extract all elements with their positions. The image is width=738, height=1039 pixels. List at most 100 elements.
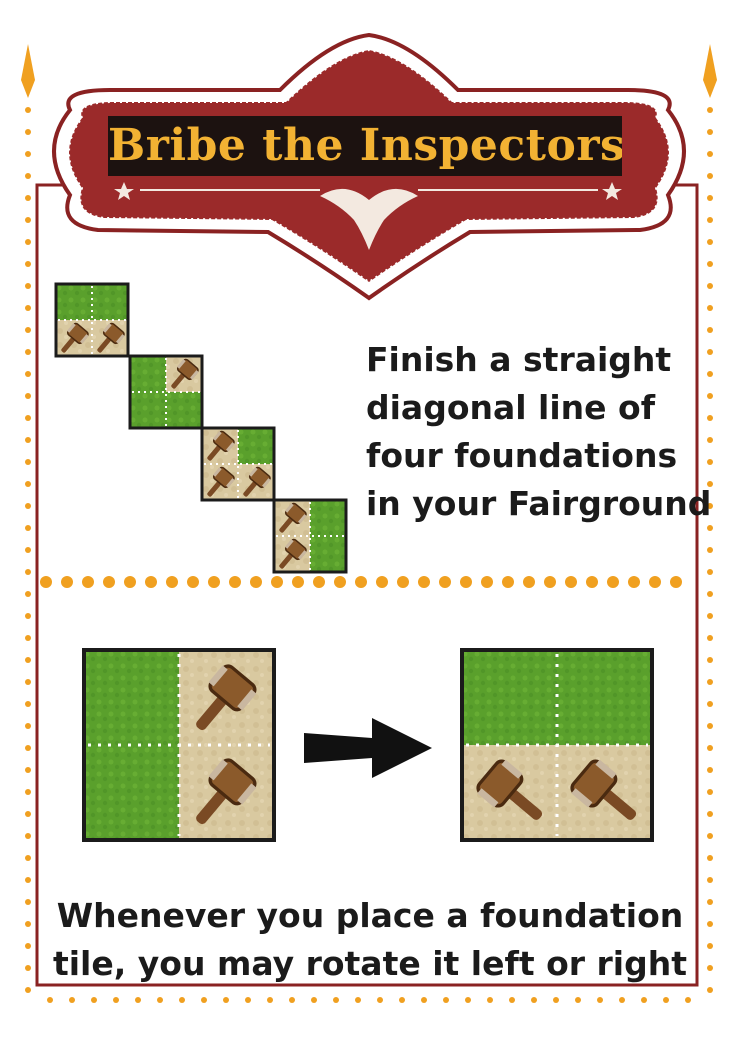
border-dot: [707, 173, 713, 179]
objective-line: Finish a straight: [366, 340, 672, 379]
objective-line: diagonal line of: [366, 388, 656, 427]
border-dot: [707, 415, 713, 421]
border-dot: [82, 576, 94, 588]
border-dot: [187, 576, 199, 588]
border-dot: [113, 997, 119, 1003]
border-dot: [313, 576, 325, 588]
border-dot: [25, 437, 31, 443]
border-dot: [460, 576, 472, 588]
border-dot: [103, 576, 115, 588]
border-dot: [25, 217, 31, 223]
border-dot: [707, 745, 713, 751]
border-dot: [25, 107, 31, 113]
border-dot: [245, 997, 251, 1003]
rule-line: tile, you may rotate it left or right: [52, 944, 688, 983]
border-dot: [40, 576, 52, 588]
foundation-tile: [200, 426, 276, 502]
border-dot: [707, 921, 713, 927]
border-dot: [25, 349, 31, 355]
border-dot: [707, 503, 713, 509]
border-dot: [443, 997, 449, 1003]
border-dot: [707, 437, 713, 443]
border-dot: [707, 261, 713, 267]
border-dot: [707, 833, 713, 839]
border-dot: [25, 525, 31, 531]
section-divider: [40, 576, 682, 588]
border-dot: [355, 997, 361, 1003]
border-dot: [619, 997, 625, 1003]
border-dot: [586, 576, 598, 588]
star-icon: [602, 182, 622, 200]
border-dot: [333, 997, 339, 1003]
border-dot: [25, 635, 31, 641]
border-dot: [25, 195, 31, 201]
border-dot: [649, 576, 661, 588]
border-dot: [707, 811, 713, 817]
border-dot: [208, 576, 220, 588]
border-dot: [25, 679, 31, 685]
border-dot: [465, 997, 471, 1003]
arrow-right-icon: [304, 718, 432, 778]
border-dot: [25, 987, 31, 993]
ornament-icon: [320, 188, 418, 250]
border-dot: [289, 997, 295, 1003]
border-dot: [670, 576, 682, 588]
border-dot: [707, 987, 713, 993]
border-dot: [544, 576, 556, 588]
tile-after: [460, 648, 654, 842]
border-dot: [707, 393, 713, 399]
border-dot: [25, 789, 31, 795]
border-dot: [707, 701, 713, 707]
border-dot: [707, 899, 713, 905]
border-dot: [166, 576, 178, 588]
border-dot: [707, 217, 713, 223]
border-dot: [663, 997, 669, 1003]
rotation-example: [82, 648, 654, 842]
border-dot: [61, 576, 73, 588]
border-dot: [707, 569, 713, 575]
border-dot: [641, 997, 647, 1003]
rule-text: Whenever you place a foundation tile, yo…: [40, 892, 700, 988]
border-dot: [607, 576, 619, 588]
border-dot: [267, 997, 273, 1003]
border-dot: [707, 283, 713, 289]
objective-line: four foundations: [366, 436, 678, 475]
border-dot: [707, 525, 713, 531]
card-title: Bribe the Inspectors: [108, 116, 622, 176]
border-dot: [707, 877, 713, 883]
dotted-border: [25, 107, 713, 1003]
border-dot: [25, 745, 31, 751]
border-dot: [271, 576, 283, 588]
border-dot: [377, 997, 383, 1003]
border-dot: [707, 547, 713, 553]
border-dot: [707, 855, 713, 861]
border-dot: [707, 635, 713, 641]
border-dot: [157, 997, 163, 1003]
border-dot: [25, 811, 31, 817]
border-dot: [311, 997, 317, 1003]
border-dot: [25, 173, 31, 179]
border-dot: [25, 943, 31, 949]
border-dot: [707, 327, 713, 333]
border-dot: [25, 877, 31, 883]
border-dot: [707, 657, 713, 663]
border-dot: [509, 997, 515, 1003]
border-dot: [685, 997, 691, 1003]
border-dot: [25, 481, 31, 487]
border-dot: [25, 327, 31, 333]
border-dot: [707, 943, 713, 949]
objective-text: Finish a straight diagonal line of four …: [366, 336, 711, 528]
border-dot: [707, 239, 713, 245]
border-dot: [707, 129, 713, 135]
border-dot: [399, 997, 405, 1003]
border-dot: [707, 371, 713, 377]
spire-icon: [21, 44, 35, 98]
diagonal-example: [54, 282, 348, 574]
border-dot: [25, 723, 31, 729]
panel-border: [35, 183, 699, 987]
border-dot: [707, 613, 713, 619]
star-icon: [114, 182, 134, 200]
border-dot: [25, 833, 31, 839]
border-dot: [145, 576, 157, 588]
border-dot: [25, 657, 31, 663]
